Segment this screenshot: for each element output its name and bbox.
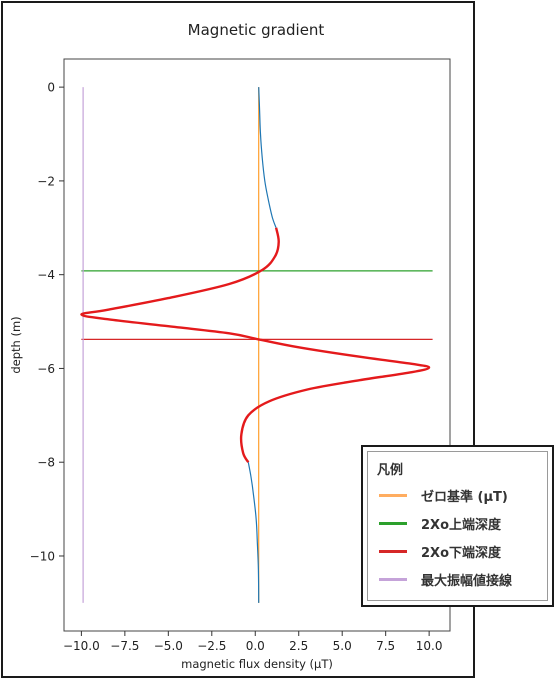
x-tick-label: 5.0 [333, 639, 352, 653]
legend-swatch [379, 577, 407, 581]
x-tick-label: −10.0 [63, 639, 100, 653]
x-tick-label: 2.5 [289, 639, 308, 653]
legend-inner-frame [367, 451, 548, 601]
x-tick-label: −5.0 [154, 639, 183, 653]
legend-swatch [379, 493, 407, 497]
x-axis-ticks: −10.0 −7.5 −5.0 −2.5 0.0 2.5 5.0 7.5 10.0 [63, 631, 442, 653]
legend-swatch [379, 521, 407, 525]
legend-swatch [379, 549, 407, 553]
legend-label: 2Xo上端深度 [421, 517, 501, 533]
series-line [258, 87, 277, 229]
legend-title: 凡例 [377, 463, 404, 478]
legend-item: 最大振幅値接線 [379, 569, 512, 589]
x-tick-label: 10.0 [416, 639, 443, 653]
legend-item: 2Xo下端深度 [379, 541, 501, 561]
legend-label: 2Xo下端深度 [421, 545, 501, 561]
legend: 凡例 ゼロ基準 (μT) 2Xo上端深度 2Xo下端深度 最大振幅値接線 [361, 445, 554, 607]
legend-item: ゼロ基準 (μT) [379, 485, 508, 505]
legend-item: 2Xo上端深度 [379, 513, 501, 533]
x-tick-label: −2.5 [197, 639, 226, 653]
y-tick-label: −2 [37, 174, 55, 188]
y-tick-label: −8 [37, 456, 55, 470]
y-axis-title: depth (m) [9, 316, 23, 373]
series-line [247, 462, 260, 603]
legend-label: 最大振幅値接線 [421, 573, 513, 589]
y-tick-label: −10 [30, 549, 55, 563]
y-tick-label: 0 [47, 81, 55, 95]
x-tick-label: −7.5 [110, 639, 139, 653]
x-axis-title: magnetic flux density (μT) [181, 657, 333, 671]
series-layer [80, 87, 433, 603]
y-axis-ticks: 0 −2 −4 −6 −8 −10 [30, 81, 64, 563]
x-tick-label: 0.0 [246, 639, 265, 653]
y-tick-label: −6 [37, 362, 55, 376]
y-tick-label: −4 [37, 268, 55, 282]
plot-area [63, 58, 451, 632]
x-tick-label: 7.5 [376, 639, 395, 653]
legend-label: ゼロ基準 (μT) [421, 489, 508, 505]
series-line [80, 227, 431, 463]
chart-title: Magnetic gradient [188, 21, 325, 39]
